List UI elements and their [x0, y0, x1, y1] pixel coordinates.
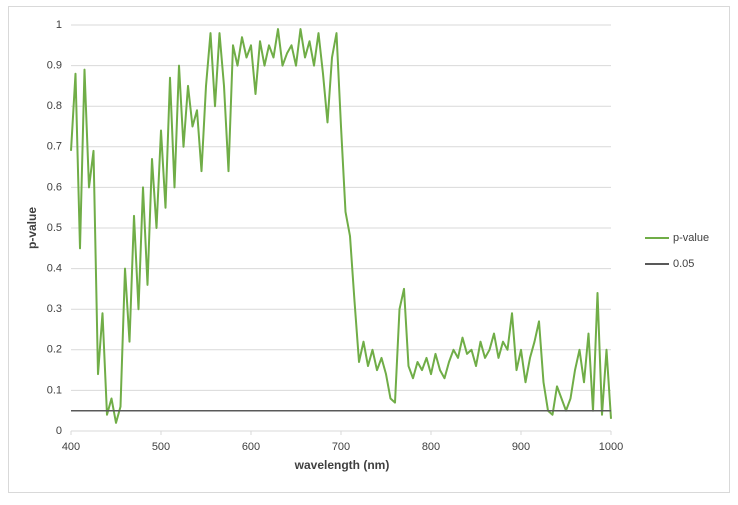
x-tick-label: 600 [242, 441, 260, 453]
x-axis-title: wavelength (nm) [294, 458, 390, 472]
y-tick-label: 0.7 [47, 141, 62, 153]
x-tick-label: 900 [512, 441, 530, 453]
y-tick-label: 0 [56, 425, 62, 437]
y-tick-label: 1 [56, 19, 62, 31]
legend-label: 0.05 [673, 258, 694, 270]
x-tick-label: 500 [152, 441, 170, 453]
y-tick-label: 0.3 [47, 303, 62, 315]
chart-border [8, 6, 730, 493]
y-tick-label: 0.5 [47, 222, 62, 234]
x-tick-label: 700 [332, 441, 350, 453]
x-tick-label: 400 [62, 441, 80, 453]
y-tick-label: 0.2 [47, 344, 62, 356]
y-tick-label: 0.6 [47, 181, 62, 193]
series-line [70, 28, 612, 424]
x-tick-label: 1000 [599, 441, 623, 453]
legend-label: p-value [673, 232, 709, 244]
y-tick-label: 0.1 [47, 384, 62, 396]
x-tick-label: 800 [422, 441, 440, 453]
y-tick-label: 0.4 [47, 263, 62, 275]
y-axis-title: p-value [25, 207, 39, 249]
y-tick-label: 0.9 [47, 60, 62, 72]
y-tick-label: 0.8 [47, 100, 62, 112]
